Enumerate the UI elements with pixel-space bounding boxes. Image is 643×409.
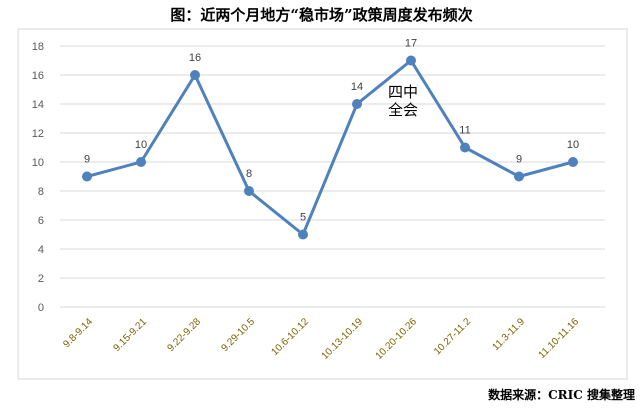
annotation-text: 全会 [388, 101, 418, 119]
data-label: 9 [516, 154, 522, 166]
series-line [86, 59, 574, 236]
data-label: 16 [189, 52, 201, 64]
data-label: 8 [246, 168, 252, 180]
data-source-note: 数据来源：CRIC 搜集整理 [488, 388, 635, 402]
data-label: 9 [84, 154, 90, 166]
data-label: 10 [567, 139, 579, 151]
data-point [406, 55, 416, 66]
y-tick-label: 8 [38, 186, 44, 198]
data-point [568, 157, 578, 167]
x-tick-label: 9.29-10.5 [219, 316, 257, 354]
data-label: 5 [300, 212, 306, 224]
x-tick-label: 9.22-9.28 [165, 316, 203, 354]
x-tick-label: 10.13-10.19 [320, 316, 366, 362]
data-point [136, 157, 146, 167]
y-tick-label: 6 [38, 215, 44, 227]
x-tick-label: 11.3-11.9 [491, 316, 528, 353]
x-tick-label: 9.15-9.21 [111, 316, 149, 354]
y-tick-label: 2 [38, 273, 44, 285]
y-tick-label: 12 [32, 128, 44, 140]
y-tick-label: 0 [38, 302, 44, 314]
data-point [460, 142, 470, 153]
data-point [244, 186, 254, 196]
x-tick-label: 10.27-11.2 [432, 316, 473, 357]
y-tick-label: 18 [32, 41, 44, 53]
annotation-text: 四中 [388, 83, 418, 101]
plot-border [17, 28, 628, 380]
data-label: 11 [459, 125, 470, 137]
chart-title: 图：近两个月地方“稳市场”政策周度发布频次 [170, 6, 473, 24]
data-label: 17 [405, 38, 417, 50]
y-tick-label: 10 [32, 157, 44, 169]
data-label: 14 [351, 81, 363, 93]
data-point [352, 99, 362, 109]
data-point [298, 229, 308, 240]
data-point [190, 70, 200, 80]
x-tick-label: 9.8-9.14 [61, 316, 95, 350]
data-point [514, 171, 524, 182]
x-tick-label: 11.10-11.16 [537, 316, 582, 361]
data-point [82, 171, 92, 182]
data-label: 10 [135, 139, 147, 151]
x-tick-label: 10.6-10.12 [270, 316, 312, 358]
y-tick-label: 14 [32, 99, 44, 111]
y-tick-label: 4 [38, 244, 44, 256]
y-tick-label: 16 [32, 70, 44, 82]
x-tick-label: 10.20-10.26 [374, 316, 420, 362]
